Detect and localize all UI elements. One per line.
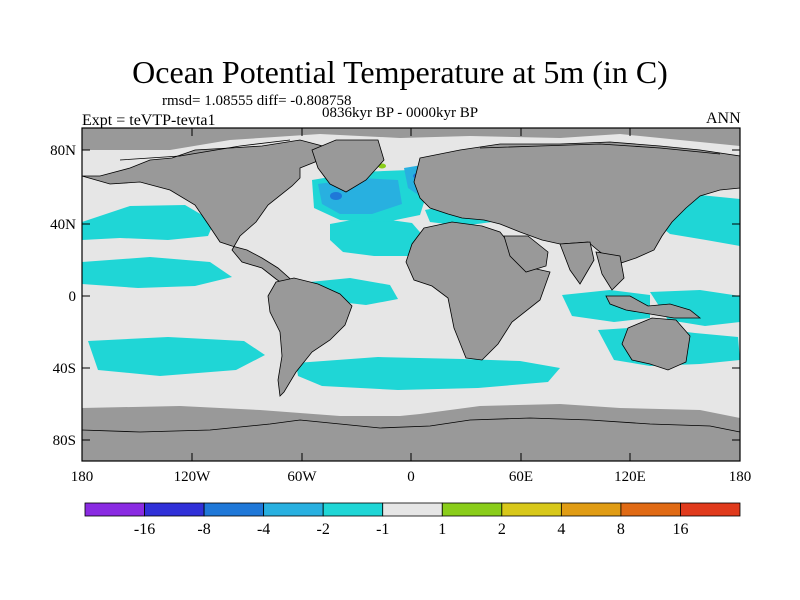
coast-antarctica <box>81 417 741 433</box>
land-indonesia <box>605 295 702 319</box>
colorbar-label: 1 <box>438 521 446 538</box>
patch-north-pacific-west <box>82 205 214 240</box>
colorbar-label: 16 <box>672 521 688 538</box>
lon-label: 60E <box>509 469 533 485</box>
colorbar-swatch <box>203 502 265 517</box>
ice-southern-ocean <box>82 404 740 430</box>
land-eurasia <box>413 141 741 265</box>
colorbar-swatch <box>322 502 384 517</box>
colorbar-swatch <box>382 502 443 517</box>
lat-label: 0 <box>69 289 77 305</box>
colorbar <box>84 502 741 517</box>
colorbar-label: -16 <box>134 521 155 538</box>
lon-label: 60W <box>287 469 317 485</box>
season-label: ANN <box>706 110 741 127</box>
masked-ice <box>82 128 740 430</box>
axis-ticks <box>81 128 741 461</box>
lon-label: 0 <box>407 469 415 485</box>
colorbar-swatch <box>84 502 145 517</box>
patch-south-pacific <box>88 337 265 376</box>
colorbar-label: 8 <box>617 521 625 538</box>
lat-label: 40S <box>53 361 76 377</box>
lat-label: 80S <box>53 433 76 449</box>
period-label: 0836kyr BP - 0000kyr BP <box>322 105 479 121</box>
lon-label: 120E <box>614 469 646 485</box>
patch-tropical-atlantic-north <box>330 217 432 256</box>
land-south-america <box>267 277 353 397</box>
stats-label: rmsd= 1.08555 diff= -0.808758 <box>162 93 352 109</box>
lon-label: 180 <box>71 469 94 485</box>
colorbar-swatch <box>680 502 741 517</box>
lon-label: 180 <box>729 469 752 485</box>
colorbar-labels: -16 -8 -4 -2 -1 1 2 4 8 16 <box>134 521 689 538</box>
land-north-america <box>81 139 331 290</box>
colorbar-label: 4 <box>557 521 565 538</box>
coast-arctic <box>119 139 291 161</box>
colorbar-swatch <box>620 502 681 517</box>
colorbar-swatch <box>263 502 324 517</box>
land-australia <box>621 317 691 371</box>
colorbar-label: -1 <box>376 521 389 538</box>
patch-south-atlantic <box>296 357 560 390</box>
colorbar-label: -2 <box>317 521 330 538</box>
coastline-ice <box>81 139 741 433</box>
lat-label: 80N <box>50 143 76 159</box>
colorbar-label: -4 <box>257 521 270 538</box>
lat-labels: 80N 40N 0 40S 80S <box>50 143 76 449</box>
lat-label: 40N <box>50 217 76 233</box>
lon-labels: 180 120W 60W 0 60E 120E 180 <box>71 469 752 485</box>
colorbar-label: -8 <box>197 521 210 538</box>
land-greenland <box>311 139 385 193</box>
colorbar-swatch <box>560 502 622 517</box>
experiment-label: Expt = teVTP-tevta1 <box>82 112 216 129</box>
land-india <box>559 241 595 285</box>
patch-tropical-pacific-east <box>82 257 232 288</box>
colorbar-label: 2 <box>498 521 506 538</box>
coast-siberia <box>479 143 721 155</box>
colorbar-swatch <box>501 502 562 517</box>
land-arabia <box>503 235 549 273</box>
land-southeast-asia <box>595 251 625 291</box>
ice-arctic <box>82 128 740 150</box>
colorbar-swatch <box>144 502 205 517</box>
lon-label: 120W <box>174 469 212 485</box>
patch-labrador-deep <box>330 192 342 200</box>
chart-title: Ocean Potential Temperature at 5m (in C) <box>132 54 668 90</box>
colorbar-swatch <box>441 502 503 517</box>
